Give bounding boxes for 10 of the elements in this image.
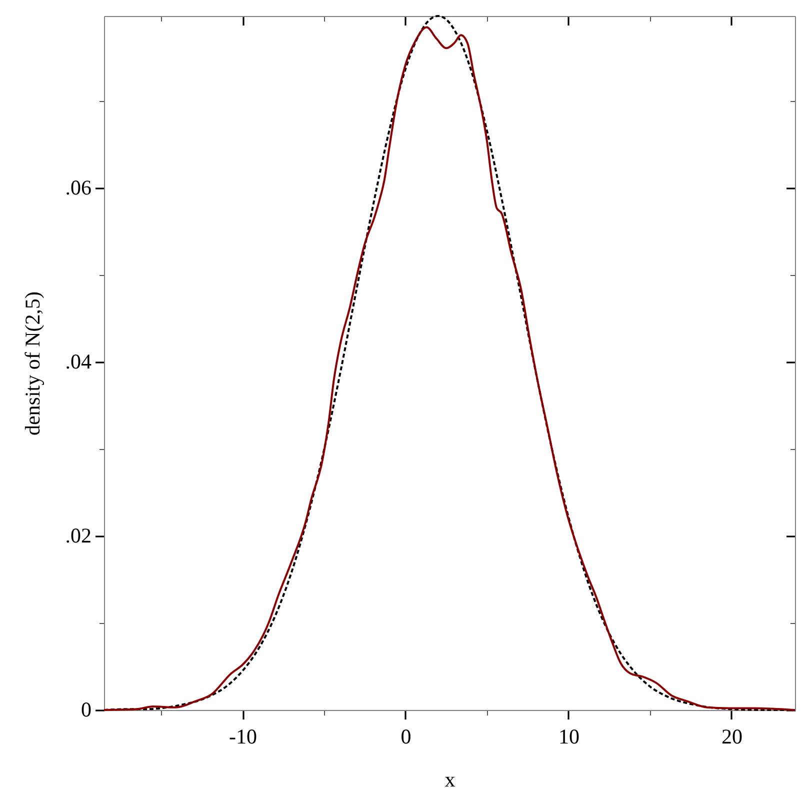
y-tick-label: .02 — [65, 524, 92, 548]
y-tick-label: .06 — [65, 176, 92, 200]
y-axis-title: density of N(2,5) — [20, 291, 44, 436]
x-axis-title: x — [444, 768, 456, 792]
x-tick-label: 10 — [558, 724, 580, 748]
y-tick-label: .04 — [65, 350, 92, 374]
x-tick-label: 0 — [400, 724, 412, 748]
y-tick-label: 0 — [81, 698, 92, 722]
x-tick-label: 20 — [721, 724, 742, 748]
x-tick-label: -10 — [229, 724, 258, 748]
